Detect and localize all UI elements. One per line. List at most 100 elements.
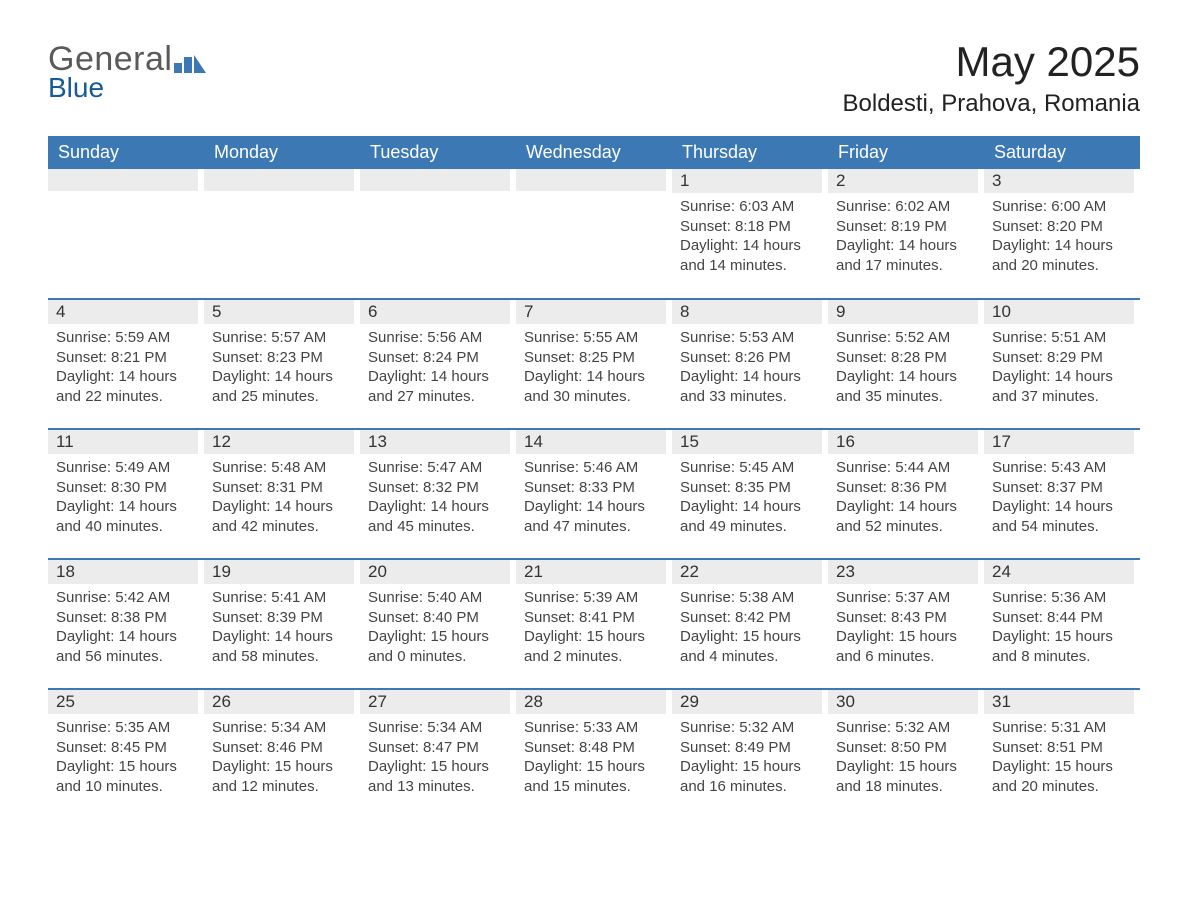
sunrise-text: Sunrise: 5:35 AM	[56, 718, 190, 738]
calendar-day-cell: 16 Sunrise: 5:44 AMSunset: 8:36 PMDayligh…	[828, 429, 984, 559]
daylight-text: Daylight: 15 hours and 4 minutes.	[680, 627, 814, 666]
weekday-header: Monday	[204, 136, 360, 169]
calendar-day-cell: 2Sunrise: 6:02 AMSunset: 8:19 PMDaylight…	[828, 169, 984, 299]
daylight-text: Daylight: 14 hours and 14 minutes.	[680, 236, 814, 275]
sunrise-text: Sunrise: 5:39 AM	[524, 588, 658, 608]
day-details: Sunrise: 5:35 AMSunset: 8:45 PMDaylight:…	[48, 718, 198, 796]
sunset-text: Sunset: 8:21 PM	[56, 348, 190, 368]
day-details: Sunrise: 5:41 AMSunset: 8:39 PMDaylight:…	[204, 588, 354, 666]
day-number-bar	[204, 169, 354, 191]
daylight-text: Daylight: 14 hours and 35 minutes.	[836, 367, 970, 406]
calendar-day-cell: 9Sunrise: 5:52 AMSunset: 8:28 PMDaylight…	[828, 299, 984, 429]
day-details: Sunrise: 5:37 AMSunset: 8:43 PMDaylight:…	[828, 588, 978, 666]
day-number: 5	[204, 300, 354, 324]
day-number: 28	[516, 690, 666, 714]
weekday-header: Sunday	[48, 136, 204, 169]
calendar-day-cell: 10 Sunrise: 5:51 AMSunset: 8:29 PMDayligh…	[984, 299, 1140, 429]
calendar-day-cell: 11 Sunrise: 5:49 AMSunset: 8:30 PMDayligh…	[48, 429, 204, 559]
title-location: Boldesti, Prahova, Romania	[843, 90, 1141, 118]
calendar-page: General May 2025 Boldesti, Prahova, Roma…	[0, 0, 1188, 918]
day-number: 3	[984, 169, 1134, 193]
calendar-day-cell: 23Sunrise: 5:37 AMSunset: 8:43 PMDayligh…	[828, 559, 984, 689]
day-details: Sunrise: 5:52 AMSunset: 8:28 PMDaylight:…	[828, 328, 978, 406]
daylight-text: Daylight: 15 hours and 0 minutes.	[368, 627, 502, 666]
day-number: 20	[360, 560, 510, 584]
calendar-day-cell: 4Sunrise: 5:59 AMSunset: 8:21 PMDaylight…	[48, 299, 204, 429]
day-number: 26	[204, 690, 354, 714]
calendar-day-cell: 13 Sunrise: 5:47 AMSunset: 8:32 PMDayligh…	[360, 429, 516, 559]
day-number: 19	[204, 560, 354, 584]
daylight-text: Daylight: 15 hours and 20 minutes.	[992, 757, 1126, 796]
sunset-text: Sunset: 8:28 PM	[836, 348, 970, 368]
sunset-text: Sunset: 8:25 PM	[524, 348, 658, 368]
day-details: Sunrise: 5:46 AMSunset: 8:33 PMDaylight:…	[516, 458, 666, 536]
day-details: Sunrise: 5:59 AMSunset: 8:21 PMDaylight:…	[48, 328, 198, 406]
day-number: 22	[672, 560, 822, 584]
calendar-day-cell: 15Sunrise: 5:45 AMSunset: 8:35 PMDayligh…	[672, 429, 828, 559]
daylight-text: Daylight: 14 hours and 37 minutes.	[992, 367, 1126, 406]
sunrise-text: Sunrise: 5:46 AM	[524, 458, 658, 478]
daylight-text: Daylight: 14 hours and 40 minutes.	[56, 497, 190, 536]
daylight-text: Daylight: 14 hours and 22 minutes.	[56, 367, 190, 406]
calendar-day-cell: 29Sunrise: 5:32 AMSunset: 8:49 PMDayligh…	[672, 689, 828, 819]
day-details: Sunrise: 5:57 AMSunset: 8:23 PMDaylight:…	[204, 328, 354, 406]
day-number: 17	[984, 430, 1134, 454]
sunrise-text: Sunrise: 5:34 AM	[212, 718, 346, 738]
calendar-week-row: 25Sunrise: 5:35 AMSunset: 8:45 PMDayligh…	[48, 689, 1140, 819]
sunrise-text: Sunrise: 6:03 AM	[680, 197, 814, 217]
sunrise-text: Sunrise: 5:57 AM	[212, 328, 346, 348]
day-details: Sunrise: 5:44 AMSunset: 8:36 PMDaylight:…	[828, 458, 978, 536]
day-details: Sunrise: 5:55 AMSunset: 8:25 PMDaylight:…	[516, 328, 666, 406]
weekday-header: Tuesday	[360, 136, 516, 169]
day-number: 10	[984, 300, 1134, 324]
day-number-bar	[48, 169, 198, 191]
calendar-day-cell: 31Sunrise: 5:31 AMSunset: 8:51 PMDayligh…	[984, 689, 1140, 819]
calendar-day-cell: 22Sunrise: 5:38 AMSunset: 8:42 PMDayligh…	[672, 559, 828, 689]
day-number: 11	[48, 430, 198, 454]
calendar-day-cell	[516, 169, 672, 299]
sunset-text: Sunset: 8:23 PM	[212, 348, 346, 368]
day-details: Sunrise: 5:49 AMSunset: 8:30 PMDaylight:…	[48, 458, 198, 536]
day-number: 27	[360, 690, 510, 714]
calendar-day-cell: 20Sunrise: 5:40 AMSunset: 8:40 PMDayligh…	[360, 559, 516, 689]
daylight-text: Daylight: 14 hours and 54 minutes.	[992, 497, 1126, 536]
daylight-text: Daylight: 14 hours and 33 minutes.	[680, 367, 814, 406]
daylight-text: Daylight: 14 hours and 17 minutes.	[836, 236, 970, 275]
calendar-day-cell: 3 Sunrise: 6:00 AMSunset: 8:20 PMDaylight…	[984, 169, 1140, 299]
calendar-day-cell: 8Sunrise: 5:53 AMSunset: 8:26 PMDaylight…	[672, 299, 828, 429]
calendar-week-row: 4Sunrise: 5:59 AMSunset: 8:21 PMDaylight…	[48, 299, 1140, 429]
day-details: Sunrise: 5:34 AMSunset: 8:46 PMDaylight:…	[204, 718, 354, 796]
daylight-text: Daylight: 14 hours and 45 minutes.	[368, 497, 502, 536]
sunrise-text: Sunrise: 5:48 AM	[212, 458, 346, 478]
sunrise-text: Sunrise: 5:59 AM	[56, 328, 190, 348]
weekday-header: Saturday	[984, 136, 1140, 169]
day-details: Sunrise: 6:00 AMSunset: 8:20 PMDaylight:…	[984, 197, 1134, 275]
day-details: Sunrise: 5:56 AMSunset: 8:24 PMDaylight:…	[360, 328, 510, 406]
day-number: 13	[360, 430, 510, 454]
weekday-header: Thursday	[672, 136, 828, 169]
day-number: 16	[828, 430, 978, 454]
calendar-day-cell: 27 Sunrise: 5:34 AMSunset: 8:47 PMDayligh…	[360, 689, 516, 819]
sunrise-text: Sunrise: 5:41 AM	[212, 588, 346, 608]
sunset-text: Sunset: 8:33 PM	[524, 478, 658, 498]
calendar-week-row: 1Sunrise: 6:03 AMSunset: 8:18 PMDaylight…	[48, 169, 1140, 299]
day-details: Sunrise: 5:39 AMSunset: 8:41 PMDaylight:…	[516, 588, 666, 666]
sunset-text: Sunset: 8:40 PM	[368, 608, 502, 628]
day-number: 21	[516, 560, 666, 584]
calendar-week-row: 11 Sunrise: 5:49 AMSunset: 8:30 PMDayligh…	[48, 429, 1140, 559]
daylight-text: Daylight: 15 hours and 18 minutes.	[836, 757, 970, 796]
sunrise-text: Sunrise: 5:47 AM	[368, 458, 502, 478]
day-details: Sunrise: 5:34 AMSunset: 8:47 PMDaylight:…	[360, 718, 510, 796]
daylight-text: Daylight: 15 hours and 12 minutes.	[212, 757, 346, 796]
daylight-text: Daylight: 15 hours and 2 minutes.	[524, 627, 658, 666]
sunrise-text: Sunrise: 5:36 AM	[992, 588, 1126, 608]
daylight-text: Daylight: 15 hours and 15 minutes.	[524, 757, 658, 796]
daylight-text: Daylight: 15 hours and 13 minutes.	[368, 757, 502, 796]
sunset-text: Sunset: 8:30 PM	[56, 478, 190, 498]
sunrise-text: Sunrise: 5:51 AM	[992, 328, 1126, 348]
day-details: Sunrise: 5:51 AMSunset: 8:29 PMDaylight:…	[984, 328, 1134, 406]
sunset-text: Sunset: 8:50 PM	[836, 738, 970, 758]
sunset-text: Sunset: 8:49 PM	[680, 738, 814, 758]
sunset-text: Sunset: 8:32 PM	[368, 478, 502, 498]
sunset-text: Sunset: 8:20 PM	[992, 217, 1126, 237]
